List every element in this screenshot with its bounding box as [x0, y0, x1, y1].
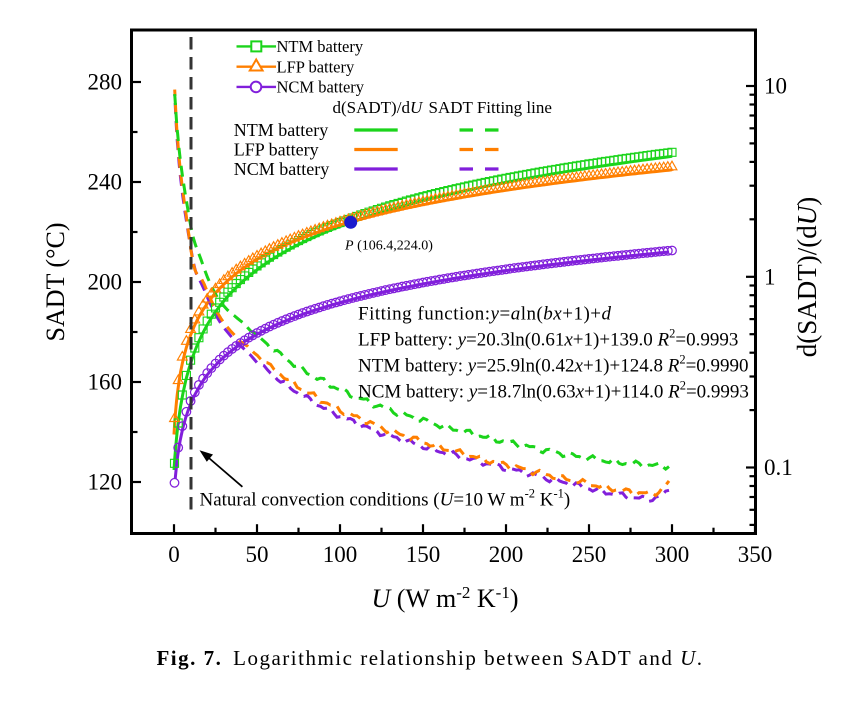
svg-text:NTM battery: NTM battery — [277, 37, 364, 56]
svg-text:LFP battery: LFP battery — [234, 140, 319, 160]
svg-text:LFP battery: y=20.3ln(0.61x+1): LFP battery: y=20.3ln(0.61x+1)+139.0 R2=… — [358, 327, 738, 351]
svg-text:Natural convection conditions: Natural convection conditions (U=10 W m-… — [200, 487, 571, 511]
svg-text:U (W m-2 K-1): U (W m-2 K-1) — [371, 583, 518, 613]
svg-text:240: 240 — [88, 170, 123, 195]
svg-text:Fig. 7. Logarithmic relationsh: Fig. 7. Logarithmic relationship between… — [156, 646, 703, 670]
svg-text:0: 0 — [168, 542, 180, 567]
svg-text:d(SADT)/dU: d(SADT)/dU — [333, 98, 424, 117]
svg-text:NCM battery: NCM battery — [277, 78, 365, 97]
svg-text:SADT (°C): SADT (°C) — [41, 223, 70, 342]
svg-text:1: 1 — [764, 264, 776, 289]
svg-text:NTM battery: y=25.9ln(0.42x+1): NTM battery: y=25.9ln(0.42x+1)+124.8 R2=… — [358, 353, 749, 377]
svg-text:350: 350 — [738, 542, 773, 567]
svg-text:LFP battery: LFP battery — [277, 57, 356, 76]
svg-text:120: 120 — [88, 470, 123, 495]
svg-text:SADT Fitting line: SADT Fitting line — [429, 98, 552, 117]
svg-text:0.1: 0.1 — [764, 455, 793, 480]
svg-text:Fitting function:y=aln(bx+1)+d: Fitting function:y=aln(bx+1)+d — [358, 304, 612, 325]
svg-text:d(SADT)/(dU): d(SADT)/(dU) — [792, 197, 822, 357]
svg-text:150: 150 — [406, 542, 441, 567]
svg-text:50: 50 — [246, 542, 269, 567]
svg-text:NCM battery: NCM battery — [234, 159, 329, 179]
svg-text:NTM battery: NTM battery — [234, 120, 328, 140]
svg-text:200: 200 — [88, 270, 123, 295]
svg-text:280: 280 — [88, 70, 123, 95]
svg-text:160: 160 — [88, 370, 123, 395]
svg-text:200: 200 — [489, 542, 524, 567]
svg-text:NCM battery: y=18.7ln(0.63x+1): NCM battery: y=18.7ln(0.63x+1)+114.0 R2=… — [358, 379, 749, 403]
svg-text:250: 250 — [572, 542, 607, 567]
svg-text:10: 10 — [764, 74, 787, 99]
svg-text:300: 300 — [655, 542, 690, 567]
svg-text:100: 100 — [323, 542, 358, 567]
svg-text:P (106.4,224.0): P (106.4,224.0) — [344, 238, 433, 253]
